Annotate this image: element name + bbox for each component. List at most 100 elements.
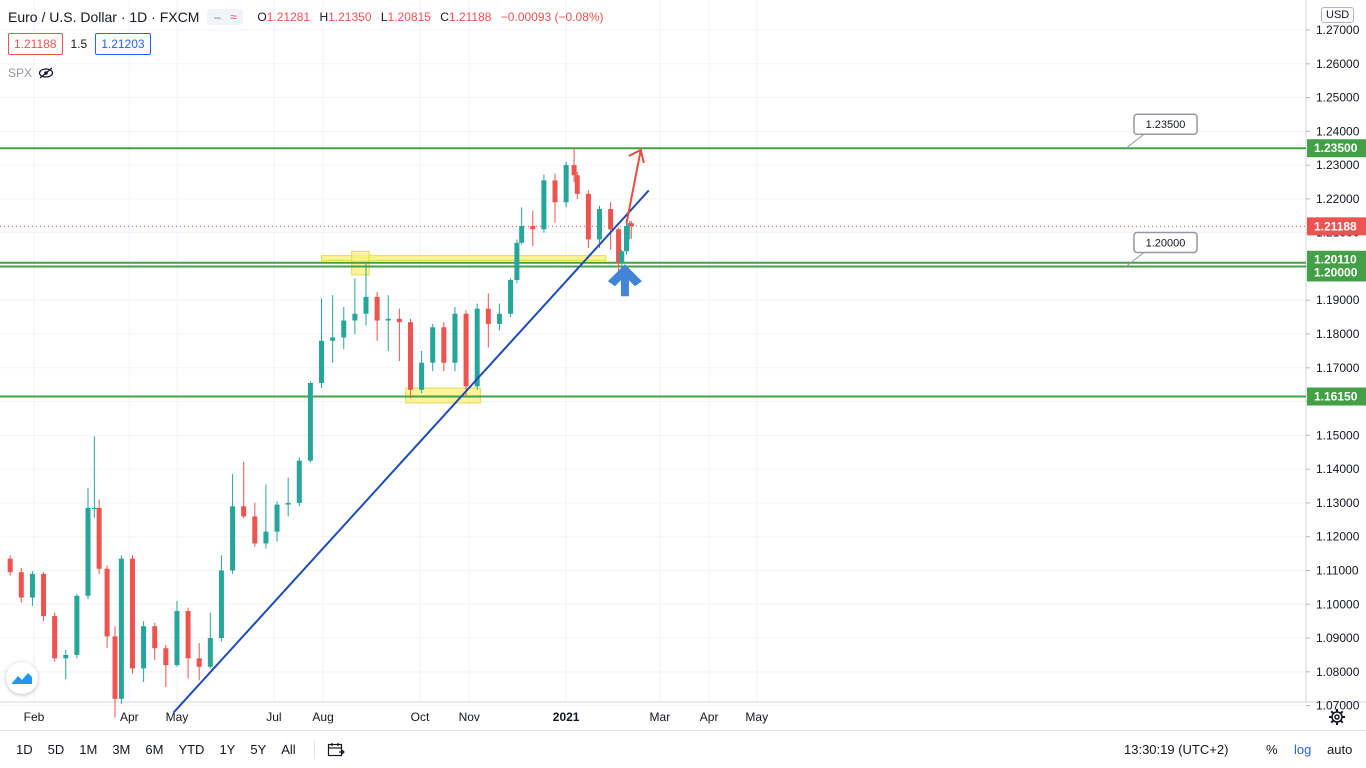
gear-icon[interactable] bbox=[1328, 708, 1346, 726]
time-tick-label: May bbox=[166, 710, 189, 724]
candle bbox=[52, 612, 58, 662]
support-zone bbox=[321, 255, 607, 261]
time-tick-label: Jul bbox=[266, 710, 281, 724]
price-axis: 1.27000 1.26000 1.25000 1.24000 1.23000 1.220… bbox=[1306, 23, 1360, 713]
calendar-range-icon[interactable] bbox=[327, 742, 345, 758]
zones bbox=[321, 250, 607, 404]
time-tick-label: Nov bbox=[459, 710, 480, 724]
candle bbox=[508, 278, 514, 318]
candle-body bbox=[296, 460, 302, 503]
indicator-name[interactable]: SPX bbox=[8, 66, 33, 80]
candle-body bbox=[485, 308, 491, 324]
candle-body bbox=[452, 313, 458, 363]
candle-body bbox=[91, 507, 97, 509]
candle-body bbox=[341, 320, 347, 338]
log-toggle[interactable]: log bbox=[1294, 742, 1312, 757]
horizontal-levels bbox=[0, 147, 1306, 398]
candle-body bbox=[319, 340, 325, 384]
legend-controls[interactable]: – ≈ bbox=[207, 9, 244, 25]
period-6m[interactable]: 6M bbox=[145, 742, 164, 757]
candle bbox=[163, 644, 169, 688]
price-chart[interactable]: 1.27000 1.26000 1.25000 1.24000 1.23000 1.220… bbox=[0, 0, 1366, 730]
auto-toggle[interactable]: auto bbox=[1327, 742, 1353, 757]
price-tick-label: 1.15000 bbox=[1316, 428, 1360, 442]
candle bbox=[141, 621, 147, 682]
candle bbox=[485, 293, 491, 348]
change-value: −0.00093 (−0.08%) bbox=[500, 10, 604, 24]
candle-body bbox=[218, 570, 224, 639]
candle bbox=[608, 202, 614, 250]
candle bbox=[419, 350, 425, 394]
time-axis: Feb Apr May Jul Aug Oct Nov 2021 Mar Apr May bbox=[24, 710, 768, 724]
candle-body bbox=[496, 313, 502, 324]
candle bbox=[252, 502, 258, 547]
period-1d[interactable]: 1D bbox=[16, 742, 33, 757]
low-label: L bbox=[380, 10, 388, 24]
buy-button[interactable]: 1.21203 bbox=[95, 33, 151, 55]
approx-icon[interactable]: ≈ bbox=[230, 10, 237, 24]
period-5y[interactable]: 5Y bbox=[250, 742, 267, 757]
candle bbox=[7, 555, 13, 576]
period-all[interactable]: All bbox=[281, 742, 296, 757]
candle-body bbox=[52, 616, 58, 659]
candle-body bbox=[74, 595, 80, 655]
candle-body bbox=[185, 611, 191, 659]
candle-body bbox=[241, 506, 247, 517]
candle bbox=[85, 487, 91, 600]
eye-off-icon[interactable] bbox=[38, 67, 54, 79]
candle-body bbox=[163, 648, 169, 666]
candle bbox=[174, 600, 180, 667]
quote-panel: 1.21188 1.5 1.21203 bbox=[8, 33, 151, 55]
period-1y[interactable]: 1Y bbox=[219, 742, 236, 757]
callout-pointer bbox=[1125, 252, 1145, 267]
callout-label: 1.23500 bbox=[1146, 119, 1186, 131]
candle-body bbox=[330, 337, 336, 341]
percent-toggle[interactable]: % bbox=[1266, 742, 1278, 757]
symbol-title[interactable]: Euro / U.S. Dollar · 1D · FXCM bbox=[8, 9, 200, 25]
target-arrow bbox=[625, 148, 645, 224]
currency-label[interactable]: USD bbox=[1321, 7, 1355, 23]
candle bbox=[185, 607, 191, 679]
ohlc-values: O1.21281 H1.21350 L1.20815 C1.21188 −0.0… bbox=[257, 10, 609, 24]
candle bbox=[91, 436, 97, 519]
candle bbox=[407, 318, 413, 399]
candle bbox=[104, 565, 110, 649]
callout-box bbox=[1133, 113, 1198, 135]
clock-time[interactable]: 13:30:19 (UTC+2) bbox=[1124, 742, 1229, 757]
close-label: C bbox=[440, 10, 449, 24]
candle-body bbox=[112, 636, 118, 699]
candle-body bbox=[619, 251, 625, 264]
candle-body bbox=[104, 568, 110, 637]
candle bbox=[628, 220, 634, 239]
price-tick-label: 1.27000 bbox=[1316, 23, 1360, 37]
period-ytd[interactable]: YTD bbox=[178, 742, 205, 757]
time-tick-label: 2021 bbox=[553, 710, 580, 724]
price-tag-bg bbox=[1307, 217, 1366, 236]
target-arrow-shaft bbox=[625, 149, 642, 224]
candle-body bbox=[141, 626, 147, 669]
candle-body bbox=[207, 638, 213, 667]
candle bbox=[330, 295, 336, 363]
candle bbox=[352, 278, 358, 335]
candle bbox=[307, 381, 313, 463]
candle bbox=[319, 298, 325, 389]
candle bbox=[452, 306, 458, 372]
tradingview-logo-icon[interactable] bbox=[6, 662, 38, 694]
candle-body bbox=[463, 313, 469, 387]
candle bbox=[196, 643, 202, 681]
candle bbox=[552, 173, 558, 223]
minus-icon[interactable]: – bbox=[214, 10, 221, 24]
sell-button[interactable]: 1.21188 bbox=[8, 33, 63, 55]
time-tick-label: Mar bbox=[650, 710, 671, 724]
candle bbox=[624, 222, 630, 255]
candle bbox=[585, 190, 591, 248]
period-5d[interactable]: 5D bbox=[47, 742, 65, 757]
period-3m[interactable]: 3M bbox=[112, 742, 131, 757]
price-tick-label: 1.12000 bbox=[1316, 530, 1360, 544]
candle-body bbox=[571, 165, 577, 176]
period-1m[interactable]: 1M bbox=[79, 742, 98, 757]
price-tick-label: 1.18000 bbox=[1316, 327, 1360, 341]
candle bbox=[296, 457, 302, 507]
candle-body bbox=[563, 165, 569, 203]
